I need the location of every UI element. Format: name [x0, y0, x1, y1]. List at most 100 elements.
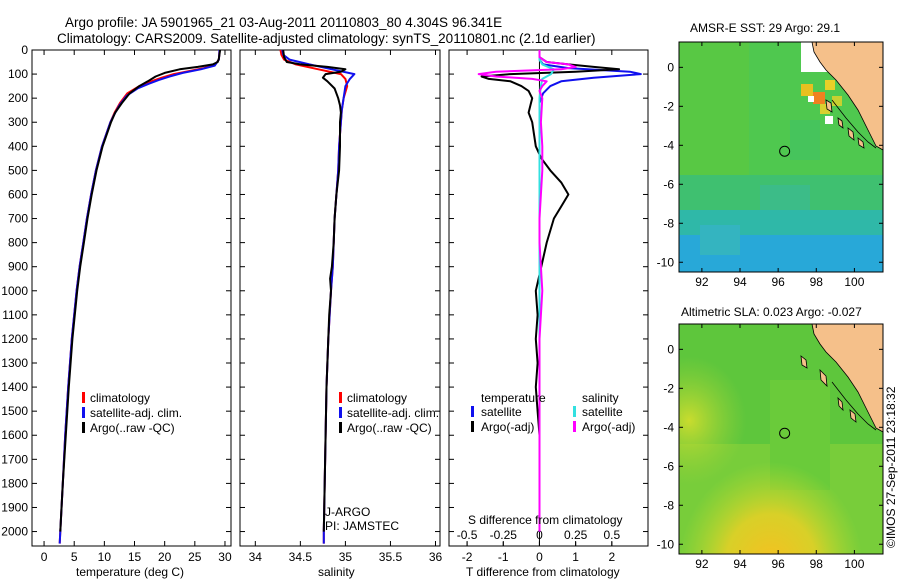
sst-island-2 [837, 117, 844, 129]
legend-swatch-red [82, 392, 85, 403]
salinity-axis-label: salinity [318, 565, 355, 579]
map-y-tick-label: -4 [663, 138, 674, 152]
series-line-argo-raw-qc [59, 49, 222, 532]
map-x-tick-label: 94 [733, 275, 747, 289]
legend-swatch-black [339, 422, 342, 433]
legend-swatch-red [339, 392, 342, 403]
legend-s-satellite: satellite [582, 405, 623, 419]
legend-argo-raw: Argo(..raw -QC) [90, 421, 175, 435]
sst-no-data-3 [808, 96, 814, 102]
sla-map-axes: 92 94 96 98 100 0 -2 -4 -6 -8 -10 [657, 324, 883, 571]
x-tick-label: 35.5 [379, 550, 403, 564]
map-x-tick-label: 100 [844, 275, 864, 289]
sst-field-west [679, 42, 749, 192]
depth-tick-label: 1200 [1, 332, 28, 346]
sst-map-axes: 92 94 96 98 100 0 -2 -4 -6 -8 -10 [657, 42, 883, 289]
legend-salinity-heading: salinity [582, 391, 619, 405]
salinity-series [279, 49, 356, 544]
legend-swatch-black [82, 422, 85, 433]
legend-t-satellite: satellite [481, 405, 522, 419]
depth-tick-label: 1000 [1, 284, 28, 298]
sst-warm-patch-5 [832, 96, 842, 106]
legend-satellite-adj: satellite-adj. clim. [90, 406, 182, 420]
series-line-satellite-adj-clim [281, 49, 356, 544]
depth-tick-label: 700 [8, 212, 28, 226]
depth-tick-label: 600 [8, 187, 28, 201]
sst-field-patch-2 [760, 185, 810, 210]
salinity-x-axis: 34 34.5 35 35.5 36 [249, 50, 442, 564]
map-y-tick-label: -8 [663, 498, 674, 512]
sla-coast-strip [831, 381, 877, 431]
series-line-s-satellite [538, 50, 555, 532]
map-x-tick-label: 98 [810, 557, 824, 571]
difference-axis-label: T difference from climatology [466, 565, 620, 579]
sst-island-1 [825, 99, 833, 113]
program-label: J-ARGO [325, 505, 370, 519]
series-line-s-argo-adj [477, 50, 577, 532]
salinity-plot-frame [239, 49, 441, 547]
legend-swatch-blue [471, 406, 474, 417]
s-tick-label: 0.25 [564, 528, 588, 542]
depth-tick-label: 500 [8, 163, 28, 177]
series-line-argo-raw-qc [282, 49, 347, 532]
legend-swatch-cyan [573, 406, 576, 417]
map-x-tick-label: 96 [771, 557, 785, 571]
x-tick-label: 0 [41, 550, 48, 564]
salinity-legend: climatology satellite-adj. clim. Argo(..… [339, 391, 439, 435]
difference-plot-frame [448, 49, 649, 547]
x-tick-label: -1 [498, 550, 509, 564]
legend-t-argo-adj: Argo(-adj) [481, 420, 534, 434]
map-y-tick-label: -2 [663, 381, 674, 395]
series-line-satellite-adj-clim [58, 49, 221, 544]
sst-argo-location-marker [779, 145, 791, 157]
pi-label: PI: JAMSTEC [325, 519, 399, 533]
figure-title-line1: Argo profile: JA 5901965_21 03-Aug-2011 … [65, 15, 502, 30]
x-tick-label: 1 [572, 550, 579, 564]
legend-swatch-blue [339, 407, 342, 418]
map-x-tick-label: 98 [810, 275, 824, 289]
legend-satellite-adj: satellite-adj. clim. [347, 406, 439, 420]
s-tick-label: -0.5 [457, 528, 478, 542]
x-tick-label: 20 [158, 550, 172, 564]
map-y-tick-label: -6 [663, 459, 674, 473]
legend-swatch-black [471, 421, 474, 432]
temperature-axis-label: temperature (deg C) [76, 565, 184, 579]
sst-map-title: AMSR-E SST: 29 Argo: 29.1 [690, 21, 840, 35]
s-tick-label: -0.25 [490, 528, 518, 542]
temperature-legend: climatology satellite-adj. clim. Argo(..… [82, 391, 182, 435]
map-x-tick-label: 92 [695, 275, 709, 289]
sst-warm-patch-2 [813, 92, 825, 104]
sla-island-1 [800, 355, 808, 369]
sla-island-3 [837, 396, 844, 412]
sst-field-patch-1 [700, 225, 740, 255]
temperature-plot-frame [31, 49, 232, 547]
sla-map-frame [678, 323, 884, 555]
sst-map-frame [678, 41, 884, 273]
depth-axis: 0 100 200 300 400 500 600 700 800 900 1000 1100 1200… [1, 43, 648, 539]
map-y-tick-label: -10 [657, 255, 675, 269]
x-tick-label: 5 [71, 550, 78, 564]
depth-tick-label: 1600 [1, 428, 28, 442]
sla-argo-location-marker [779, 427, 791, 439]
legend-climatology: climatology [90, 391, 150, 405]
map-y-tick-label: 0 [667, 60, 674, 74]
legend-swatch-magenta [573, 421, 576, 432]
imos-credit: ©IMOS 27-Sep-2011 23:18:32 [884, 386, 898, 548]
s-difference-axis-label: S difference from climatology [468, 513, 623, 527]
depth-tick-label: 200 [8, 91, 28, 105]
sla-island-4 [849, 409, 857, 423]
depth-tick-label: 300 [8, 115, 28, 129]
sst-coast-strip [831, 99, 877, 149]
legend-temperature-heading: temperature [481, 391, 546, 405]
x-tick-label: 2 [608, 550, 615, 564]
series-line-climatology [58, 49, 221, 544]
depth-tick-label: 2000 [1, 525, 28, 539]
figure-title-line2: Climatology: CARS2009. Satellite-adjuste… [57, 31, 596, 46]
x-tick-label: -2 [462, 550, 473, 564]
depth-tick-label: 1900 [1, 500, 28, 514]
map-y-tick-label: -2 [663, 99, 674, 113]
depth-tick-label: 1400 [1, 380, 28, 394]
legend-climatology: climatology [347, 391, 407, 405]
x-tick-label: 10 [98, 550, 112, 564]
sst-island-3 [847, 127, 855, 141]
